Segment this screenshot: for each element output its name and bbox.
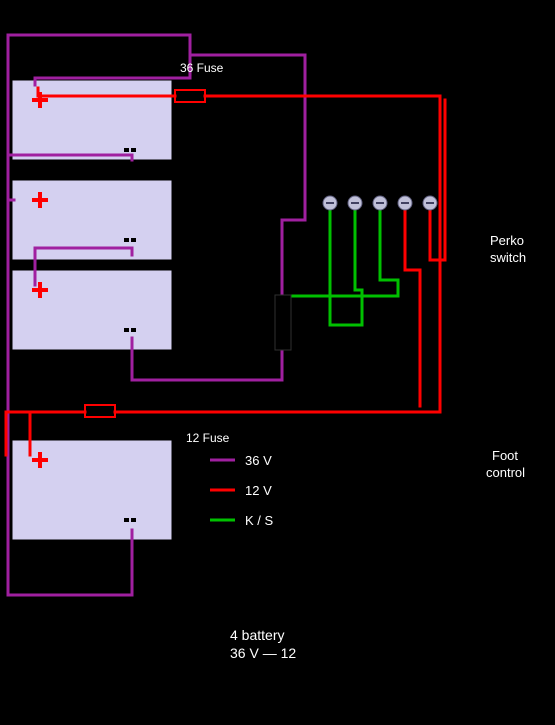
label-1: switch — [490, 250, 526, 265]
label-0: Perko — [490, 233, 524, 248]
legend-label-2: K / S — [245, 513, 274, 528]
solenoid — [275, 295, 291, 350]
label-2: Foot — [492, 448, 518, 463]
label-7: 36 Fuse — [180, 61, 224, 75]
label-5: 36 V — 12 — [230, 645, 296, 661]
legend-label-1: 12 V — [245, 483, 272, 498]
legend-label-0: 36 V — [245, 453, 272, 468]
terminal-1 — [323, 196, 337, 210]
terminal-5 — [423, 196, 437, 210]
terminal-2 — [348, 196, 362, 210]
label-6: 12 Fuse — [186, 431, 230, 445]
terminal-3 — [373, 196, 387, 210]
battery-4 — [12, 440, 172, 540]
label-3: control — [486, 465, 525, 480]
label-4: 4 battery — [230, 627, 284, 643]
battery-1 — [12, 80, 172, 160]
terminal-4 — [398, 196, 412, 210]
